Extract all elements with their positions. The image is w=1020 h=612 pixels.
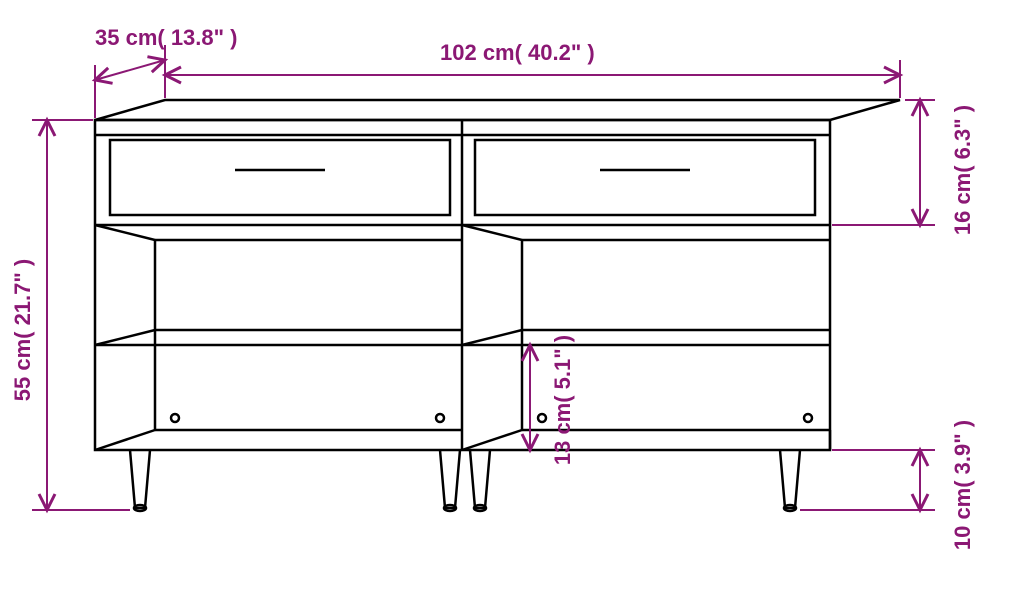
- shelf-label: 13 cm( 5.1" ): [550, 335, 575, 465]
- drawer-label: 16 cm( 6.3" ): [950, 105, 975, 235]
- dim-height: 55 cm( 21.7" ): [10, 120, 130, 510]
- diagram-container: 35 cm( 13.8" ) 102 cm( 40.2" ) 55 cm( 21…: [0, 0, 1020, 612]
- depth-label: 35 cm( 13.8" ): [95, 25, 238, 50]
- width-label: 102 cm( 40.2" ): [440, 40, 595, 65]
- furniture-diagram: 35 cm( 13.8" ) 102 cm( 40.2" ) 55 cm( 21…: [0, 0, 1020, 612]
- dim-shelf: 13 cm( 5.1" ): [530, 335, 575, 465]
- furniture-outline: [95, 100, 900, 511]
- dim-drawer: 16 cm( 6.3" ): [832, 100, 975, 235]
- dim-width: 102 cm( 40.2" ): [165, 40, 900, 98]
- dim-leg: 10 cm( 3.9" ): [800, 420, 975, 550]
- leg-label: 10 cm( 3.9" ): [950, 420, 975, 550]
- dim-depth: 35 cm( 13.8" ): [95, 25, 238, 118]
- height-label: 55 cm( 21.7" ): [10, 259, 35, 402]
